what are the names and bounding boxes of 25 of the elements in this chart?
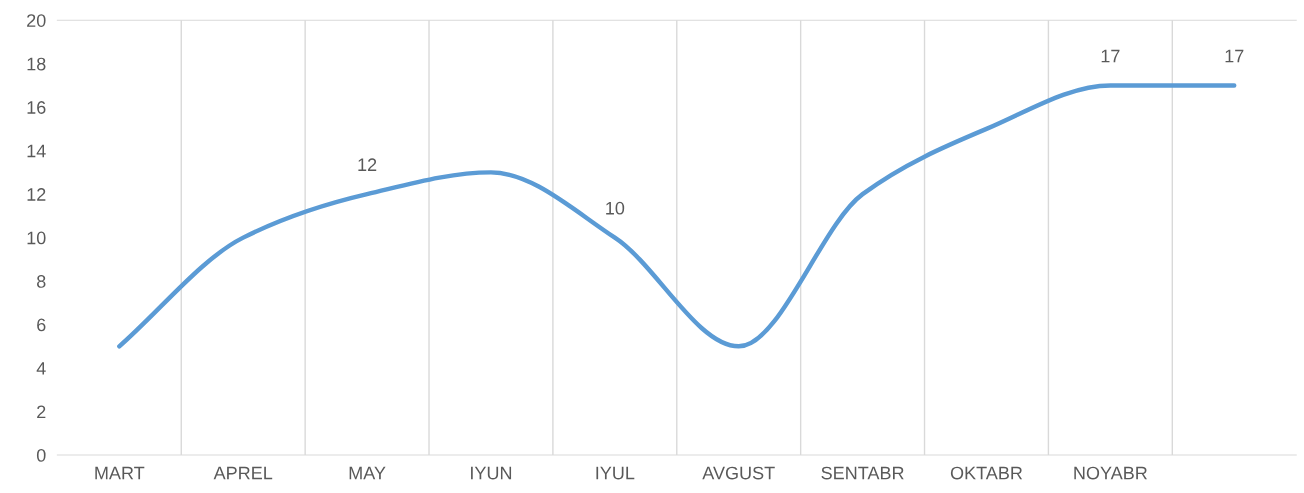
data-label: 17 — [1225, 49, 1244, 63]
data-label: 12 — [358, 158, 377, 171]
y-tick-label: 6 — [37, 318, 46, 332]
x-tick-label: IYUN — [471, 466, 512, 480]
x-tick-label: MART — [95, 466, 145, 480]
line-series — [117, 83, 1237, 349]
x-tick-label: IYUL — [596, 466, 635, 480]
data-label: 10 — [606, 201, 625, 215]
data-label: 17 — [1101, 49, 1120, 63]
y-tick-label: 2 — [37, 405, 46, 419]
y-tick-label: 4 — [36, 362, 46, 375]
y-tick-label: 16 — [27, 101, 46, 114]
x-tick-label: APREL — [213, 466, 273, 480]
x-tick-label: SENTABR — [821, 466, 904, 480]
y-tick-label: 10 — [27, 231, 46, 245]
y-tick-label: 8 — [37, 275, 46, 288]
y-tick-label: 18 — [27, 57, 46, 71]
x-tick-label: OKTABR — [950, 466, 1023, 480]
y-tick-label: 14 — [27, 144, 46, 158]
x-tick-label: MAY — [349, 466, 386, 480]
x-tick-label: NOYABR — [1074, 466, 1147, 480]
y-tick-label: 0 — [36, 448, 46, 462]
y-tick-label: 20 — [27, 14, 46, 27]
x-tick-label: AVGUST — [702, 466, 775, 480]
y-tick-label: 12 — [27, 188, 46, 201]
